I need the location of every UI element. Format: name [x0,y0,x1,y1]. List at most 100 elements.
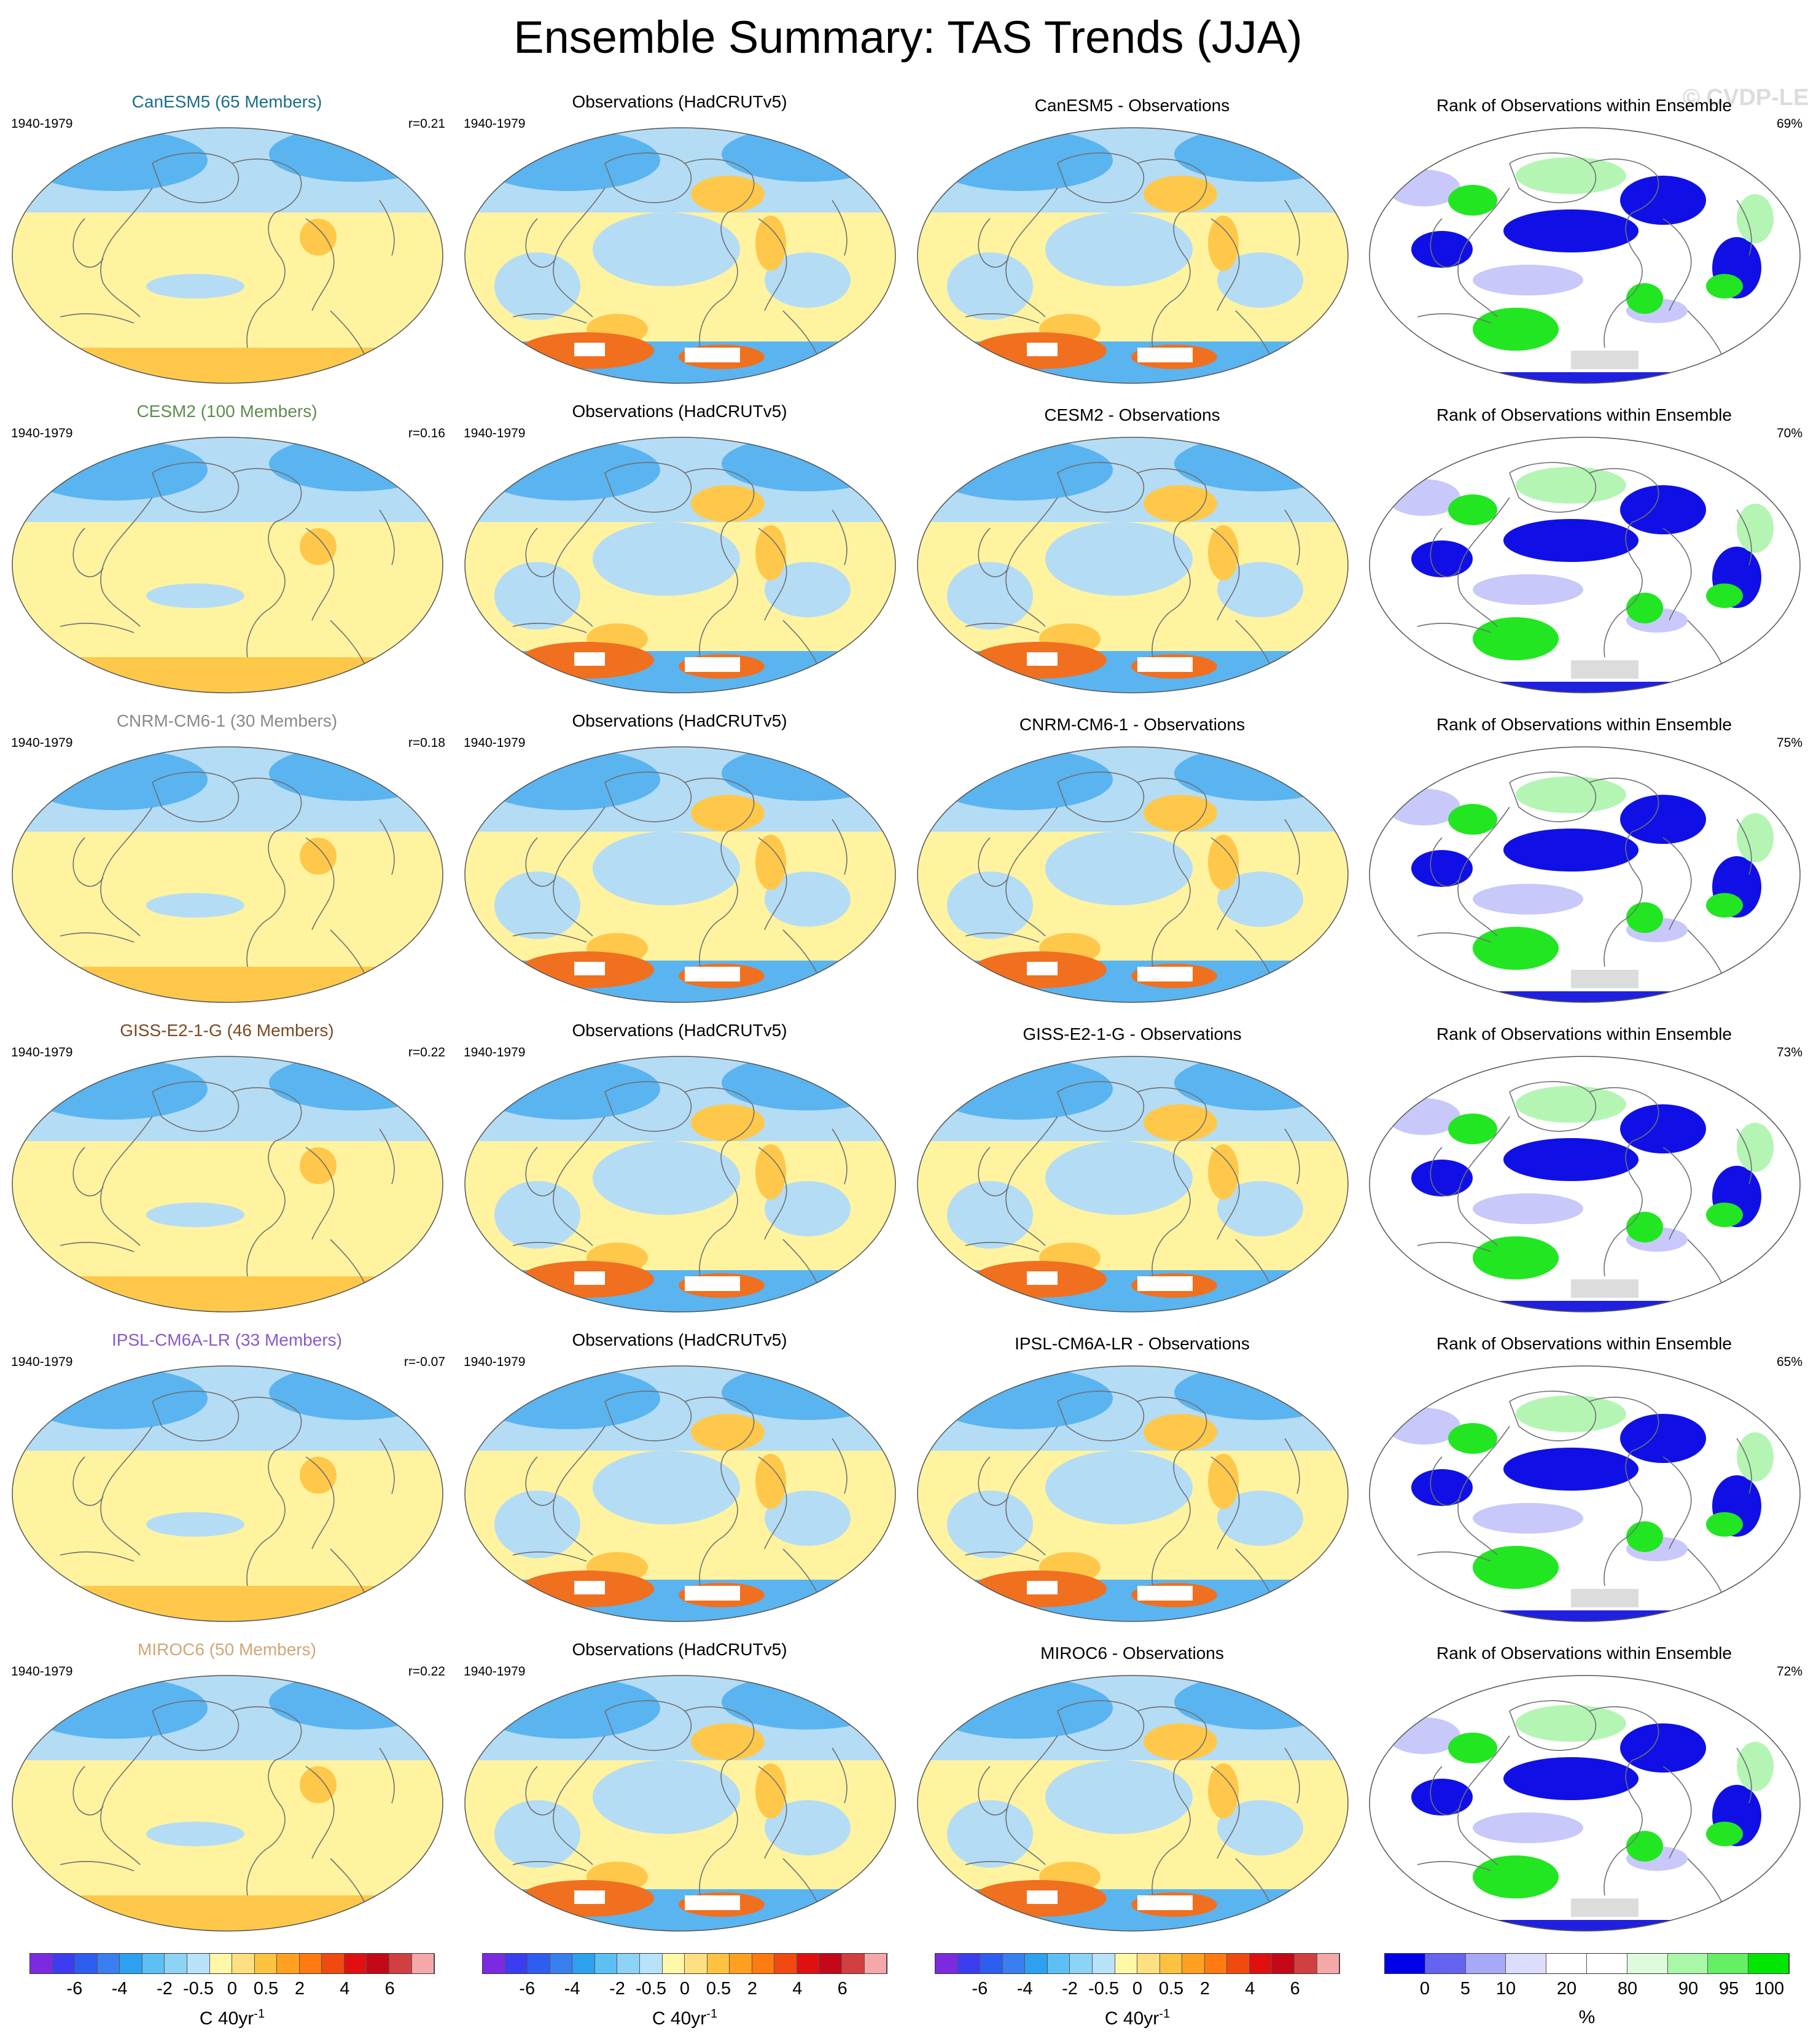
colorbar-swatch [1002,1954,1026,1973]
colorbar-swatch [1115,1954,1138,1973]
colorbar-swatch [1708,1954,1749,1973]
period-label: 1940-1979 [464,117,526,131]
colorbar-tick-label: -6 [519,1979,536,1999]
colorbar-tick-label: 10 [1495,1979,1516,1999]
obs-panel: Observations (HadCRUTv5) 1940-1979 [453,402,906,711]
colorbar-units-label: C 40yr-1 [652,2007,718,2029]
obs-panel-title: Observations (HadCRUTv5) [572,711,787,730]
colorbar-swatch [842,1954,865,1973]
obs-panel-title: Observations (HadCRUTv5) [572,1330,787,1349]
model-map [12,1675,443,1932]
model-panel: MIROC6 (50 Members) 1940-1979 r=0.22 [0,1640,454,1949]
pattern-correlation-label: r=0.22 [408,1664,445,1679]
colorbar-strip [1384,1953,1790,1974]
colorbar-swatch [1047,1954,1070,1973]
colorbar-swatch [1070,1954,1093,1973]
model-panel: CanESM5 (65 Members) 1940-1979 r=0.21 [0,92,454,402]
model-map [12,127,443,384]
rank-percent-label: 65% [1776,1355,1802,1369]
colorbar-swatch [935,1954,958,1973]
model-panel: IPSL-CM6A-LR (33 Members) 1940-1979 r=-0.0… [0,1330,454,1640]
coastline-overlay [965,152,1300,354]
colorbar-tick-label: 6 [837,1979,848,1999]
colorbar-tick-label: -6 [66,1979,83,1999]
period-label: 1940-1979 [11,1355,73,1369]
model-panel-title: CanESM5 (65 Members) [131,92,322,111]
colorbar-swatch [120,1954,142,1973]
colorbar-swatch [1092,1954,1115,1973]
diff-panel: MIROC6 - Observations [905,1640,1359,1949]
colorbar-swatch [389,1954,412,1973]
colorbar-strip [482,1953,887,1974]
period-label: 1940-1979 [464,1045,526,1059]
colorbar-swatch [411,1954,435,1973]
colorbar-swatch [1249,1954,1272,1973]
coastline-overlay [512,1081,848,1283]
colorbar-tick-label: -0.5 [183,1979,214,1999]
obs-panel: Observations (HadCRUTv5) 1940-1979 [453,1640,906,1949]
rank-percent-label: 70% [1776,426,1802,440]
colorbar-swatch [1506,1954,1547,1973]
colorbar-tick-label: 0.5 [706,1979,731,1999]
colorbar-tick-label: -4 [111,1979,128,1999]
period-label: 1940-1979 [11,1045,73,1059]
colorbar-tick-label: -4 [564,1979,580,1999]
colorbar-tick-label: 4 [792,1979,803,1999]
diff-panel-title: CESM2 - Observations [1044,405,1220,424]
colorbar-swatch [277,1954,300,1973]
colorbar-swatch [1295,1954,1317,1973]
diff-map [917,1056,1349,1313]
coastline-overlay [1417,462,1752,664]
diff-map [917,1675,1349,1932]
pattern-correlation-label: r=0.22 [408,1045,445,1059]
colorbar-strip [935,1953,1340,1974]
coastline-overlay [512,462,848,664]
model-map [12,437,443,693]
model-panel-title: MIROC6 (50 Members) [138,1640,316,1659]
colorbar-swatch [367,1954,389,1973]
colorbar-swatch [1182,1954,1205,1973]
coastline-overlay [965,771,1300,973]
colorbar-tick-label: 0.5 [253,1979,279,1999]
diff-panel-title: IPSL-CM6A-LR - Observations [1015,1334,1250,1353]
colorbar-swatch [639,1954,663,1973]
period-label: 1940-1979 [11,117,73,131]
coastline-overlay [1417,771,1752,973]
rank-panel-title: Rank of Observations within Ensemble [1436,1334,1732,1353]
colorbar-swatch [1025,1954,1048,1973]
diff-map [917,746,1349,1003]
colorbar-swatch [662,1954,685,1973]
period-label: 1940-1979 [464,1355,526,1369]
colorbar-swatch [52,1954,76,1973]
colorbar-swatch [1227,1954,1250,1973]
rank-percent-label: 75% [1776,736,1802,750]
obs-map [464,746,896,1003]
colorbar-tick-label: 80 [1617,1979,1638,1999]
colorbar-swatch [550,1954,573,1973]
model-panel: CNRM-CM6-1 (30 Members) 1940-1979 r=0.18 [0,711,454,1021]
rank-percent-label: 73% [1776,1045,1802,1059]
colorbar-swatch [505,1954,528,1973]
colorbar-tick-label: 6 [384,1979,395,1999]
colorbar-swatch [1627,1954,1668,1973]
colorbar-swatch [685,1954,707,1973]
rank-panel: Rank of Observations within Ensemble 75% [1357,711,1811,1021]
diff-panel: CNRM-CM6-1 - Observations [905,711,1359,1021]
colorbar-swatch [1317,1954,1340,1973]
colorbar-swatch [594,1954,618,1973]
coastline-overlay [60,152,395,354]
colorbar-swatch [75,1954,98,1973]
colorbar-tick-label: 6 [1290,1979,1300,1999]
obs-panel-title: Observations (HadCRUTv5) [572,92,787,111]
rank-panel-title: Rank of Observations within Ensemble [1436,1024,1732,1043]
colorbar-swatch [254,1954,278,1973]
rank-map [1369,127,1801,384]
diff-panel: GISS-E2-1-G - Observations [905,1021,1359,1330]
obs-map [464,127,896,384]
diff-panel: CanESM5 - Observations [905,92,1359,402]
model-map [12,1365,443,1622]
rank-panel-title: Rank of Observations within Ensemble [1436,96,1732,115]
colorbar-swatch [572,1954,595,1973]
rank-panel: Rank of Observations within Ensemble 70% [1357,402,1811,711]
diff-panel-title: MIROC6 - Observations [1040,1644,1224,1663]
